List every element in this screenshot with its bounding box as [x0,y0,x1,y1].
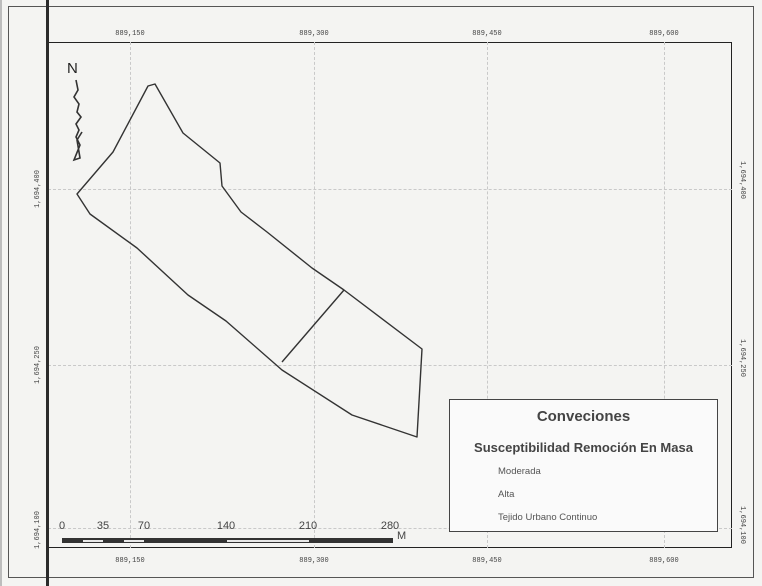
scale-label-35: 35 [96,520,110,532]
scale-unit: M [397,530,407,542]
grid-line-x-2 [314,42,315,548]
grid-line-x-1 [130,42,131,548]
scale-label-0: 0 [58,520,66,532]
scale-label-140: 140 [216,520,236,532]
scale-segment [227,540,309,542]
legend-item-moderada: Moderada [498,466,541,477]
scale-segment [124,540,144,542]
grid-line-x-3 [487,42,488,548]
tick-top-2: 889,300 [299,30,329,38]
legend-item-alta: Alta [498,489,515,500]
grid-line-y-1 [48,189,732,190]
scale-label-280: 280 [380,520,400,532]
page-border [8,6,754,578]
scale-label-70: 70 [137,520,151,532]
tick-top-4: 889,600 [649,30,679,38]
tick-bottom-4: 889,600 [649,557,679,565]
tick-top-1: 889,150 [115,30,145,38]
tick-top-3: 889,450 [472,30,502,38]
scan-edge [0,0,2,586]
binding-line [46,0,49,586]
legend-title: Conveciones [536,408,631,425]
zone-division-line [281,289,345,363]
study-area-polygon [76,83,423,438]
north-arrow-icon [72,79,83,162]
legend-item-tejido-urbano: Tejido Urbano Continuo [498,512,598,523]
grid-line-x-4 [664,42,665,548]
tick-bottom-1: 889,150 [115,557,145,565]
north-label: N [67,60,78,77]
legend-box: Conveciones Susceptibilidad Remoción En … [449,399,718,532]
grid-line-y-3 [48,528,732,529]
scale-label-210: 210 [298,520,318,532]
tick-bottom-2: 889,300 [299,557,329,565]
legend-subtitle: Susceptibilidad Remoción En Masa [474,440,693,455]
scale-bar [62,538,393,543]
grid-line-y-2 [48,365,732,366]
scale-segment [83,540,103,542]
tick-bottom-3: 889,450 [472,557,502,565]
